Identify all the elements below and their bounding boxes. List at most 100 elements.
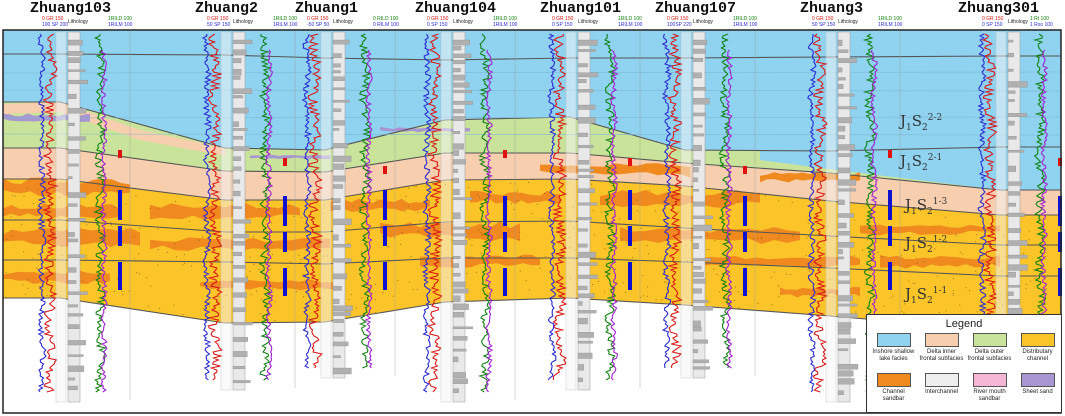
lithology-bed bbox=[67, 313, 84, 317]
lake-gridline bbox=[2, 133, 1062, 136]
lithology-bed bbox=[332, 108, 342, 112]
sand-dot bbox=[246, 200, 248, 202]
sand-dot bbox=[481, 252, 483, 254]
sand-dot bbox=[306, 225, 308, 227]
unit-label: J1S21-3 bbox=[905, 196, 948, 217]
sand-dot bbox=[805, 255, 807, 257]
sand-dot bbox=[1026, 283, 1028, 285]
sand-dot bbox=[866, 239, 868, 241]
track-header-sp: 0 SP 150 bbox=[982, 22, 1003, 28]
lithology-bed bbox=[332, 63, 341, 68]
lithology-bed bbox=[67, 149, 80, 154]
sand-dot bbox=[975, 270, 977, 272]
depth-track bbox=[565, 31, 577, 391]
sand-dot bbox=[256, 290, 257, 292]
sand-dot bbox=[159, 307, 161, 309]
lithology-bed bbox=[232, 135, 243, 140]
lithology-bed bbox=[67, 365, 85, 372]
legend-swatch bbox=[972, 373, 1007, 387]
legend-item: Interchannel bbox=[919, 373, 964, 396]
lithology-bed bbox=[837, 313, 858, 318]
lithology-bed bbox=[692, 167, 699, 173]
lithology-bed bbox=[452, 178, 459, 184]
resistivity-curve-2 bbox=[264, 49, 274, 381]
lithology-bed bbox=[67, 163, 79, 167]
sand-dot bbox=[258, 269, 260, 271]
depth-track bbox=[680, 31, 692, 379]
sand-dot bbox=[188, 220, 190, 222]
sand-dot bbox=[952, 293, 954, 294]
sand-dot bbox=[287, 266, 289, 268]
lithology-bed bbox=[837, 242, 854, 248]
lithology-bed bbox=[67, 218, 86, 222]
legend-item: River mouth sandbar bbox=[967, 373, 1012, 403]
lithology-bed bbox=[232, 307, 247, 313]
sand-dot bbox=[713, 268, 715, 270]
sand-dot bbox=[513, 208, 515, 210]
track-header-sp: 0 SP 150 bbox=[427, 22, 448, 28]
sand-dot bbox=[975, 241, 977, 243]
lithology-column bbox=[67, 31, 81, 403]
sand-dot bbox=[23, 195, 25, 197]
sand-dot bbox=[545, 256, 547, 258]
sand-dot bbox=[959, 304, 961, 306]
sand-dot bbox=[157, 249, 159, 250]
lithology-bed bbox=[577, 262, 598, 266]
sand-dot bbox=[479, 196, 480, 198]
sand-dot bbox=[269, 269, 271, 271]
lithology-bed bbox=[452, 281, 466, 288]
sand-dot bbox=[249, 256, 251, 258]
sand-dot bbox=[632, 257, 633, 258]
lithology-bed bbox=[452, 388, 459, 393]
sand-dot bbox=[471, 244, 473, 246]
lithology-bed bbox=[577, 251, 596, 258]
lithology-bed bbox=[232, 69, 242, 76]
lithology-bed bbox=[332, 305, 353, 312]
sand-dot bbox=[309, 307, 311, 309]
sand-dot bbox=[1046, 288, 1047, 290]
track-header-rllm: 1 Rxo 100 bbox=[1030, 22, 1053, 28]
lithology-bed bbox=[692, 177, 698, 182]
lithology-bed bbox=[452, 372, 466, 378]
lithology-bed bbox=[67, 176, 73, 180]
sand-dot bbox=[218, 301, 220, 303]
resistivity-curve bbox=[358, 33, 372, 369]
sand-dot bbox=[26, 187, 28, 189]
lithology-bed bbox=[232, 321, 253, 326]
sand-dot bbox=[777, 200, 779, 202]
sand-dot bbox=[51, 282, 53, 283]
sand-dot bbox=[646, 245, 648, 246]
sp-curve bbox=[806, 33, 817, 393]
sand-dot bbox=[646, 295, 648, 297]
track-header-rlld: 1 Rt 100 bbox=[1030, 16, 1049, 22]
legend-swatch bbox=[924, 333, 959, 347]
lithology-bed bbox=[837, 378, 855, 385]
sand-dot bbox=[807, 235, 809, 237]
lithology-bed bbox=[232, 58, 242, 64]
lithology-bed bbox=[332, 128, 340, 131]
lithology-bed bbox=[332, 244, 352, 248]
sand-dot bbox=[39, 285, 41, 287]
sand-dot bbox=[417, 231, 419, 233]
sand-dot bbox=[28, 279, 29, 281]
perforation-bar bbox=[628, 226, 632, 246]
lithology-bed bbox=[452, 53, 472, 58]
sand-dot bbox=[855, 311, 857, 313]
legend: Legend Inshore shallow lake facies Delta … bbox=[866, 314, 1062, 413]
lithology-bed bbox=[577, 79, 587, 83]
sand-dot bbox=[407, 205, 409, 207]
sand-dot bbox=[485, 281, 487, 283]
lithology-bed bbox=[837, 280, 850, 284]
sand-dot bbox=[655, 299, 657, 301]
lithology-bed bbox=[692, 87, 706, 91]
lithology-bed bbox=[837, 222, 847, 229]
sand-dot bbox=[901, 311, 903, 313]
lithology-bed bbox=[452, 212, 461, 219]
sand-dot bbox=[988, 284, 990, 286]
outer-front-region bbox=[3, 102, 1061, 190]
sand-dot bbox=[1028, 230, 1030, 232]
sand-dot bbox=[760, 237, 762, 239]
sand-dot bbox=[393, 237, 395, 238]
sand-dot bbox=[190, 265, 192, 267]
lithology-bed bbox=[837, 49, 849, 53]
